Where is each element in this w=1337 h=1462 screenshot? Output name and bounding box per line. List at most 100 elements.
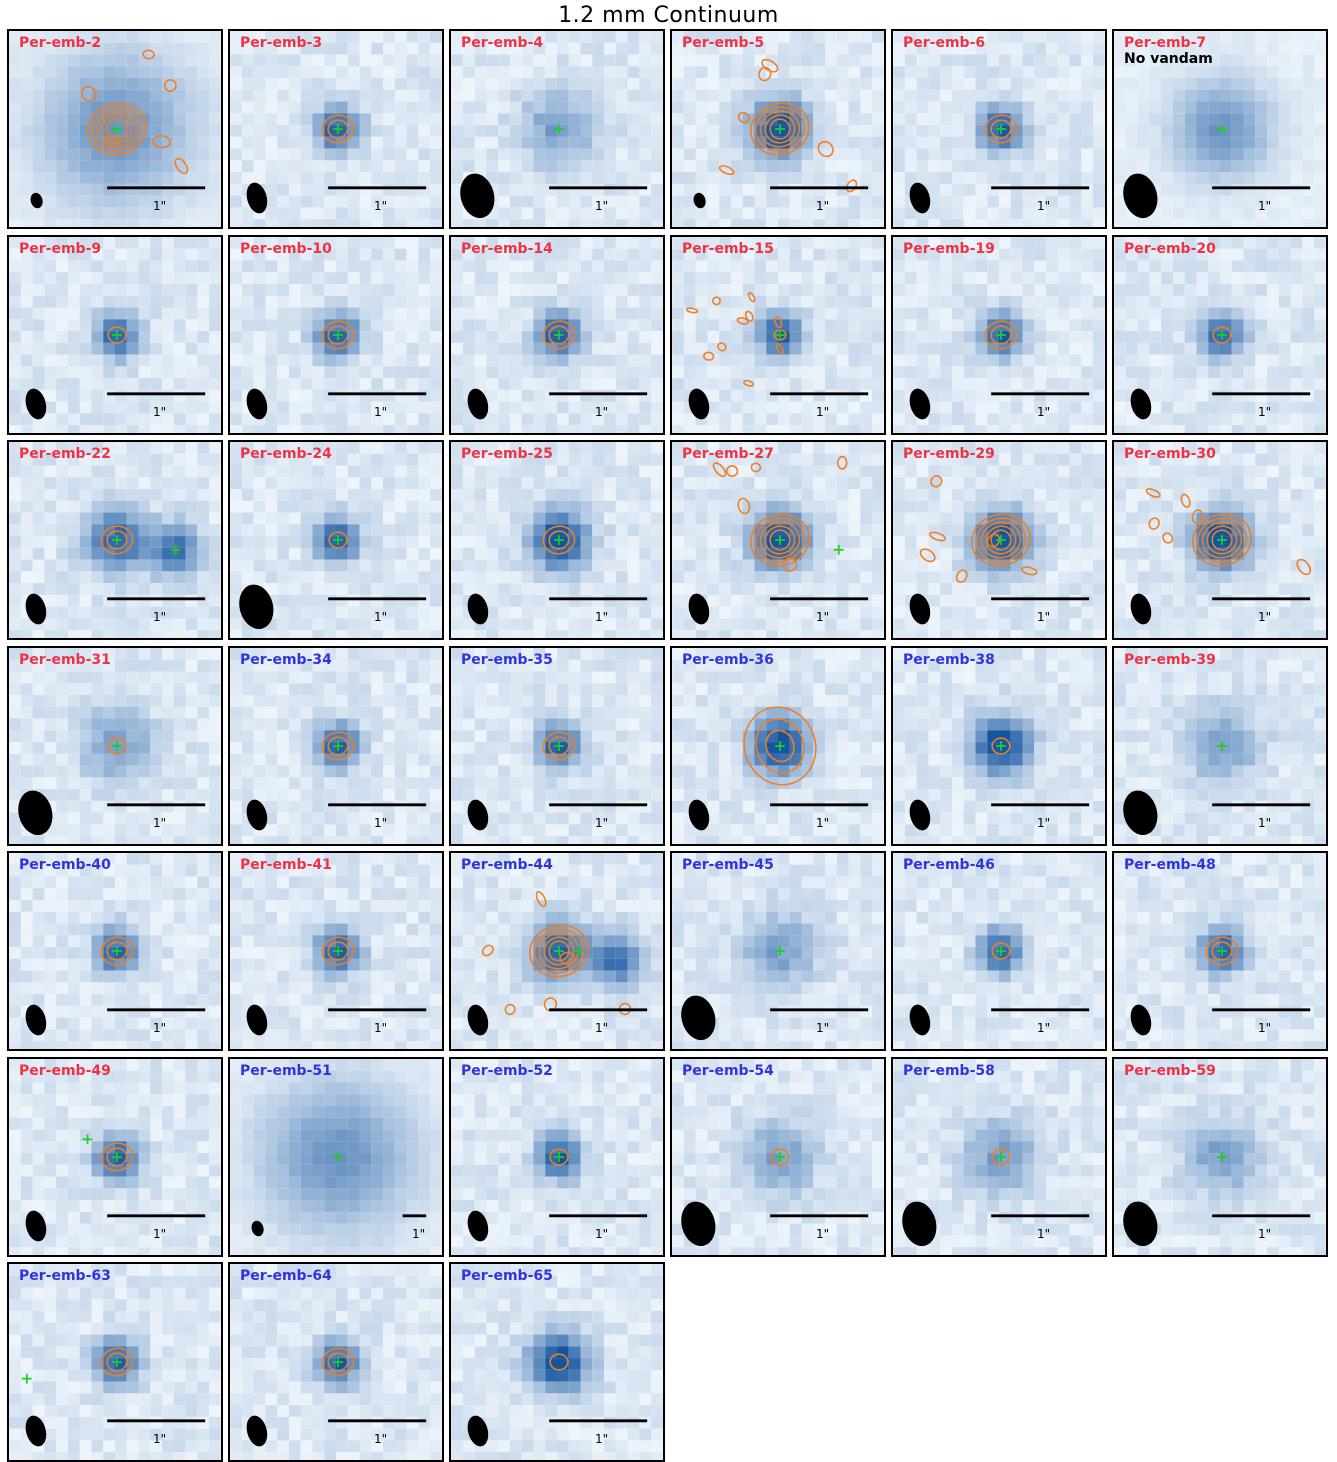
image-pixel — [348, 149, 360, 161]
image-pixel — [230, 560, 242, 572]
image-pixel — [115, 43, 127, 55]
image-pixel — [1244, 219, 1256, 227]
image-pixel — [1314, 307, 1326, 319]
image-pixel — [522, 607, 534, 619]
scale-bar-label: 1" — [816, 405, 829, 419]
image-pixel — [533, 137, 545, 149]
image-pixel — [174, 454, 186, 466]
image-pixel — [324, 571, 336, 583]
image-pixel — [360, 425, 372, 433]
image-pixel — [230, 90, 242, 102]
image-pixel — [533, 524, 545, 536]
image-pixel — [860, 31, 872, 43]
image-pixel — [336, 43, 348, 55]
image-pixel — [952, 307, 964, 319]
image-pixel — [162, 55, 174, 67]
image-pixel — [928, 78, 940, 90]
image-pixel — [371, 184, 383, 196]
image-pixel — [242, 90, 254, 102]
image-pixel — [1058, 354, 1070, 366]
image-pixel — [1114, 319, 1126, 331]
image-pixel — [1244, 354, 1256, 366]
image-pixel — [1058, 425, 1070, 433]
image-pixel — [197, 113, 209, 125]
image-pixel — [1023, 78, 1035, 90]
image-pixel — [522, 354, 534, 366]
image-pixel — [1023, 354, 1035, 366]
image-pixel — [1114, 307, 1126, 319]
image-pixel — [1185, 354, 1197, 366]
image-pixel — [430, 196, 442, 208]
image-pixel — [639, 477, 651, 489]
image-pixel — [80, 55, 92, 67]
image-pixel — [872, 149, 884, 161]
image-pixel — [672, 66, 684, 78]
image-pixel — [407, 137, 419, 149]
image-pixel — [639, 454, 651, 466]
image-pixel — [103, 196, 115, 208]
image-pixel — [33, 536, 45, 548]
image-pixel — [1314, 237, 1326, 249]
image-pixel — [395, 331, 407, 343]
image-pixel — [651, 442, 663, 454]
image-pixel — [407, 319, 419, 331]
image-pixel — [139, 513, 151, 525]
image-pixel — [893, 66, 905, 78]
image-pixel — [1058, 295, 1070, 307]
image-pixel — [360, 389, 372, 401]
image-pixel — [91, 583, 103, 595]
image-pixel — [825, 595, 837, 607]
image-pixel — [21, 378, 33, 390]
image-pixel — [451, 319, 463, 331]
image-pixel — [242, 425, 254, 433]
image-pixel — [1034, 113, 1046, 125]
image-pixel — [209, 319, 221, 331]
image-pixel — [696, 319, 708, 331]
image-pixel — [952, 184, 964, 196]
image-pixel — [1244, 113, 1256, 125]
image-pixel — [604, 489, 616, 501]
image-pixel — [395, 454, 407, 466]
image-pixel — [707, 319, 719, 331]
image-pixel — [360, 583, 372, 595]
image-pixel — [371, 501, 383, 513]
image-pixel — [719, 513, 731, 525]
image-pixel — [837, 583, 849, 595]
image-pixel — [324, 43, 336, 55]
image-pixel — [592, 454, 604, 466]
image-pixel — [186, 466, 198, 478]
image-pixel — [1220, 272, 1232, 284]
image-pixel — [1220, 196, 1232, 208]
image-pixel — [639, 260, 651, 272]
image-pixel — [475, 536, 487, 548]
image-pixel — [592, 378, 604, 390]
image-pixel — [999, 389, 1011, 401]
image-pixel — [592, 55, 604, 67]
image-pixel — [1208, 366, 1220, 378]
image-pixel — [1279, 55, 1291, 67]
image-pixel — [522, 160, 534, 172]
image-pixel — [418, 583, 430, 595]
image-pixel — [395, 560, 407, 572]
image-pixel — [940, 319, 952, 331]
source-label: Per-emb-14 — [461, 240, 553, 258]
image-pixel — [1058, 260, 1070, 272]
image-pixel — [360, 55, 372, 67]
image-pixel — [860, 454, 872, 466]
image-pixel — [1011, 389, 1023, 401]
image-pixel — [872, 425, 884, 433]
image-pixel — [209, 78, 221, 90]
image-pixel — [360, 618, 372, 630]
image-pixel — [407, 172, 419, 184]
image-pixel — [407, 607, 419, 619]
image-pixel — [430, 331, 442, 343]
image-pixel — [56, 501, 68, 513]
image-pixel — [1232, 425, 1244, 433]
image-pixel — [581, 477, 593, 489]
image-pixel — [592, 172, 604, 184]
image-pixel — [533, 272, 545, 284]
image-pixel — [91, 501, 103, 513]
image-pixel — [1185, 284, 1197, 296]
image-pixel — [860, 501, 872, 513]
image-pixel — [628, 149, 640, 161]
